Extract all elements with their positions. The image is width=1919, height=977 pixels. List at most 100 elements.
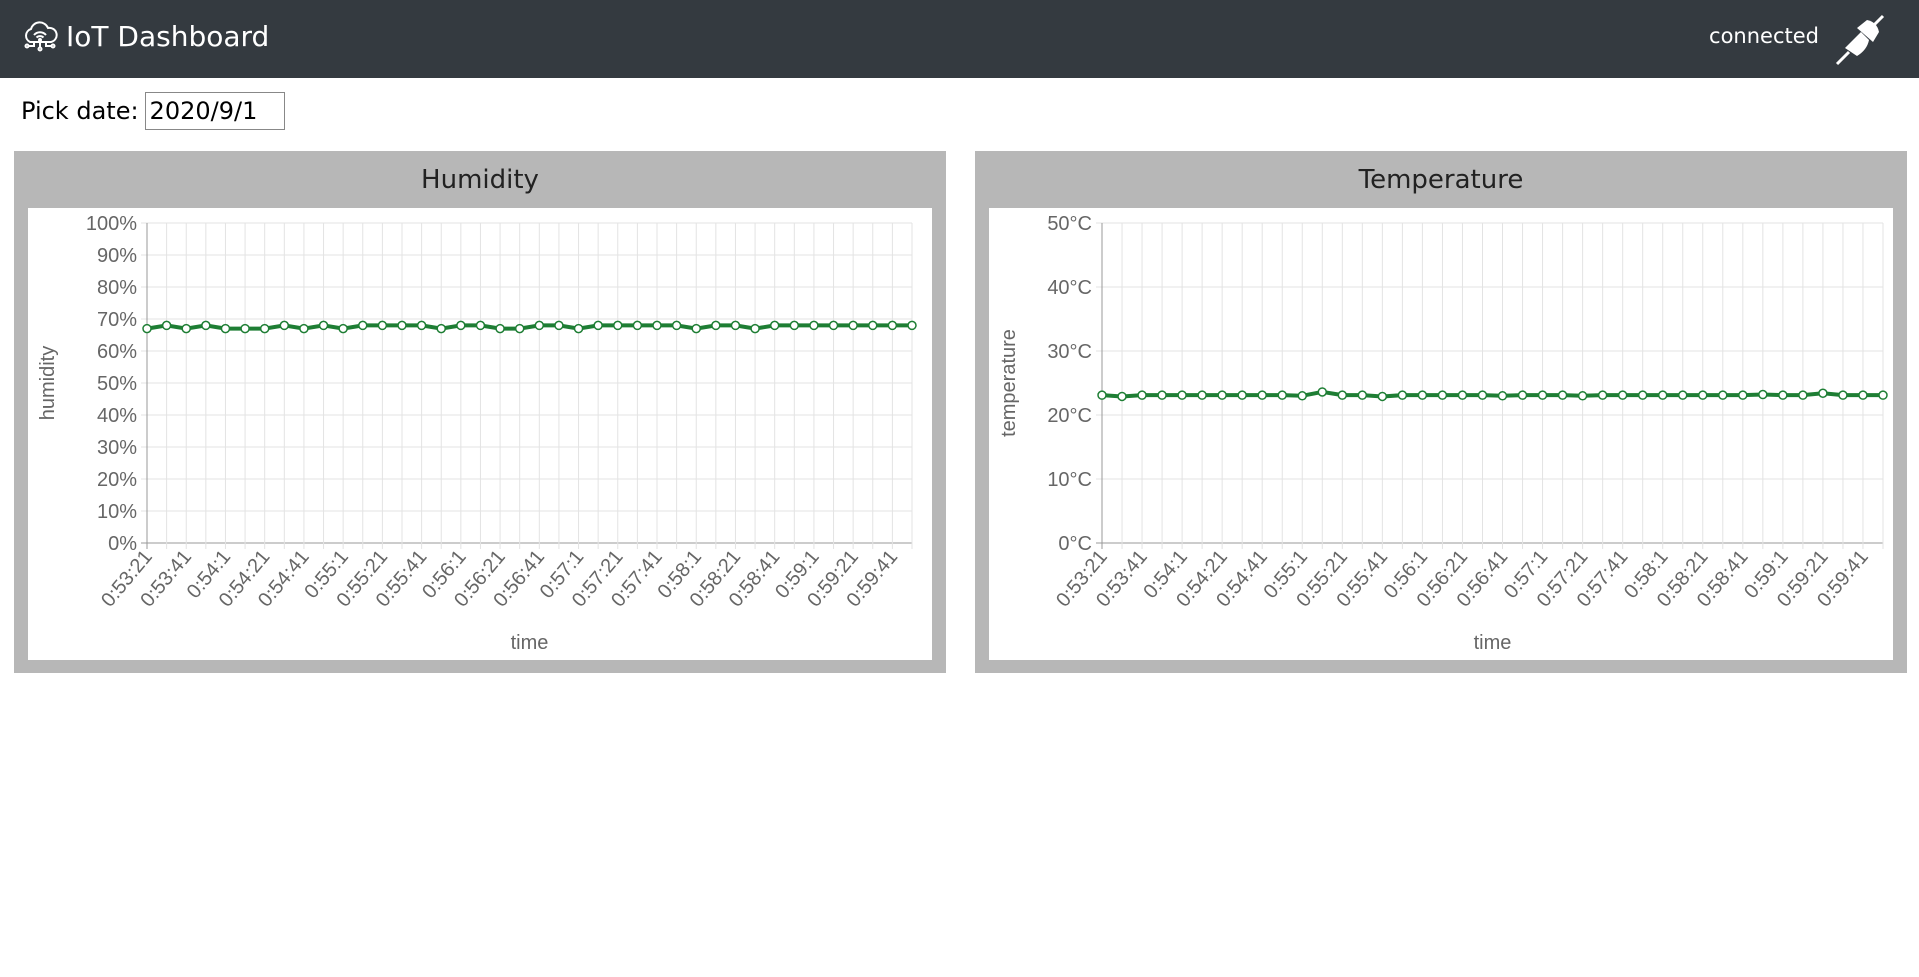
y-tick-label: 0°C <box>1058 533 1092 555</box>
data-point <box>201 320 211 331</box>
data-point <box>358 320 368 331</box>
data-point <box>259 323 270 334</box>
cloud-iot-icon <box>24 21 58 52</box>
data-point <box>1317 387 1328 397</box>
data-point <box>1217 390 1227 400</box>
y-tick-label: 10% <box>97 501 137 523</box>
y-tick-label: 10°C <box>1047 469 1092 491</box>
data-point <box>1778 390 1788 400</box>
data-point <box>1617 390 1628 400</box>
data-point <box>652 320 662 331</box>
top-navbar: IoT Dashboard connected <box>0 0 1919 78</box>
y-tick-label: 0% <box>108 533 137 555</box>
data-point <box>868 320 878 331</box>
y-tick-label: 40°C <box>1047 277 1092 299</box>
humidity-panel: Humidity 0% 10% 20% 30% 40% 50% 60% 70% 80% 90% 10… <box>14 151 946 673</box>
data-point <box>1557 390 1568 400</box>
data-point <box>907 320 917 331</box>
data-point <box>1437 390 1448 400</box>
data-point <box>711 320 721 331</box>
brand[interactable]: IoT Dashboard <box>22 18 269 54</box>
date-label: Pick date: <box>21 97 139 125</box>
y-tick-label: 100% <box>86 213 137 235</box>
y-tick-label: 20% <box>97 469 137 491</box>
data-point <box>769 320 780 331</box>
y-tick-label: 90% <box>97 245 137 267</box>
date-input[interactable] <box>144 92 285 130</box>
connection-status: connected <box>1709 24 1819 48</box>
data-point <box>1637 390 1648 400</box>
data-point <box>1858 390 1868 400</box>
data-point <box>1798 390 1808 400</box>
data-point <box>1397 390 1408 400</box>
data-point <box>475 320 486 331</box>
x-axis-label: time <box>1474 632 1512 654</box>
data-point <box>671 320 682 331</box>
data-point <box>1838 390 1848 400</box>
data-point <box>828 320 839 331</box>
data-point <box>1517 390 1528 400</box>
data-point <box>1137 390 1147 400</box>
data-point <box>1097 390 1107 400</box>
data-point <box>554 320 564 331</box>
data-point <box>534 320 545 331</box>
temperature-chart: 0°C10°C20°C30°C40°C50°C0:53:210:53:410:5… <box>998 213 1888 654</box>
data-point <box>1417 390 1428 400</box>
humidity-chart: 0%10%20%30%40%50%60%70%80%90%100%0:53:21… <box>37 213 917 654</box>
temperature-panel: Temperature 0°C 10°C 20°C 30°C 40°C 50°C 0:53:… <box>975 151 1907 673</box>
data-point <box>338 323 348 334</box>
data-point <box>416 320 427 331</box>
humidity-title: Humidity <box>421 165 539 195</box>
data-point <box>1257 390 1267 400</box>
data-point <box>1457 390 1468 400</box>
data-point <box>632 320 643 331</box>
y-tick-label: 20°C <box>1047 405 1092 427</box>
data-point <box>1677 390 1688 400</box>
y-tick-label: 50% <box>97 373 137 395</box>
data-point <box>593 320 603 331</box>
data-point <box>691 323 701 334</box>
date-picker: Pick date: <box>21 92 285 130</box>
data-point <box>1297 391 1308 401</box>
data-point <box>809 320 819 331</box>
data-point <box>161 320 172 331</box>
temperature-title: Temperature <box>1358 165 1524 195</box>
data-point <box>1718 390 1728 400</box>
data-point <box>730 320 741 331</box>
y-tick-label: 60% <box>97 341 137 363</box>
data-point <box>1758 389 1768 400</box>
data-point <box>1698 390 1708 400</box>
data-point <box>1157 390 1167 400</box>
y-tick-label: 80% <box>97 277 137 299</box>
data-point <box>181 323 191 334</box>
data-point <box>436 323 446 334</box>
data-point <box>789 320 800 331</box>
data-point <box>318 320 329 331</box>
x-axis-label: time <box>511 632 549 654</box>
data-point <box>397 320 407 331</box>
data-point <box>1497 391 1508 401</box>
data-point <box>1337 390 1348 400</box>
data-point <box>1237 390 1247 400</box>
y-axis-label: humidity <box>37 346 59 420</box>
data-point <box>613 320 623 331</box>
data-point <box>1577 391 1588 401</box>
data-point <box>1597 390 1608 400</box>
data-point <box>279 320 290 331</box>
y-tick-label: 30°C <box>1047 341 1092 363</box>
app-title: IoT Dashboard <box>66 19 270 53</box>
y-tick-label: 70% <box>97 309 137 331</box>
y-tick-label: 50°C <box>1047 213 1092 235</box>
data-point <box>514 323 525 334</box>
data-point <box>1277 390 1287 400</box>
data-point <box>1377 391 1388 402</box>
data-point <box>573 323 584 334</box>
data-point <box>750 323 760 334</box>
data-point <box>142 323 152 334</box>
y-axis-label: temperature <box>998 329 1020 437</box>
data-point <box>1878 390 1888 400</box>
data-point <box>1197 390 1207 400</box>
plug-icon <box>1835 14 1885 66</box>
data-point <box>1818 388 1828 398</box>
data-point <box>240 323 250 334</box>
